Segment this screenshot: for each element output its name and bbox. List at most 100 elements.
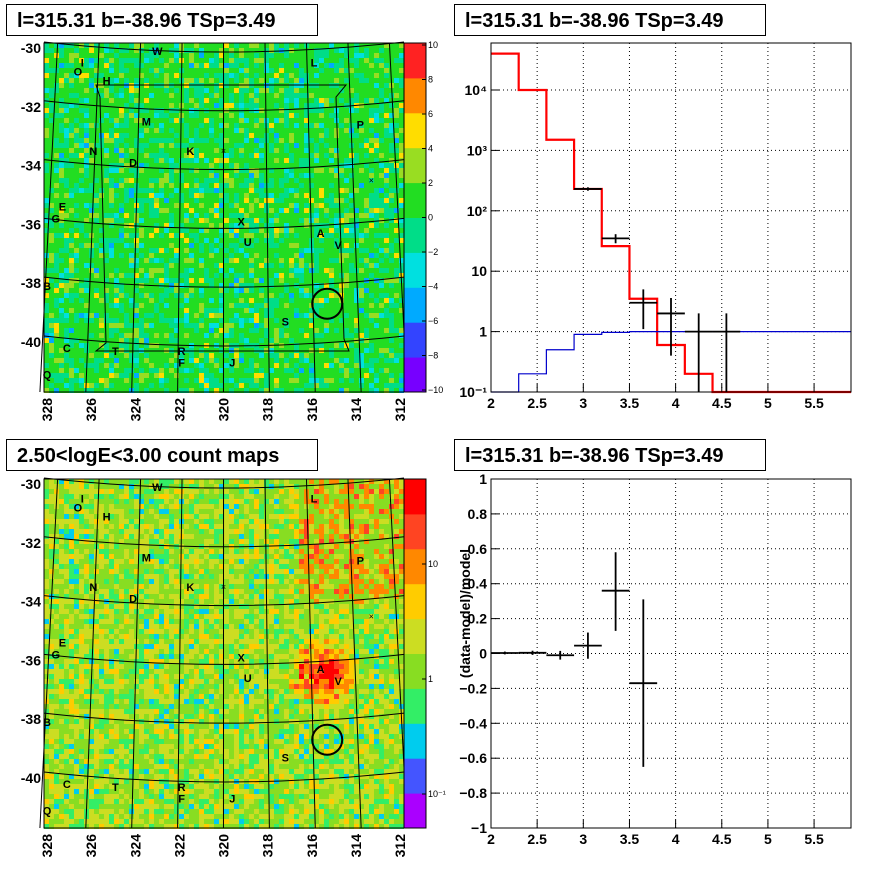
map1-panel: × × W IO H L M P K N D EG XU AV B S C T RF J Q 10 8 6 4 2 0 −2 −4 −6 −… bbox=[21, 40, 444, 421]
y-tick-label: 10 bbox=[471, 263, 487, 279]
map2-cross-marker: × bbox=[369, 611, 374, 621]
source-label: Q bbox=[43, 805, 52, 817]
y-tick-label: -34 bbox=[21, 158, 41, 174]
map2-panel: × × W IO H L M P K N D EG XU AV B S C T RF J Q 10 1 10⁻¹ -30 -32 -… bbox=[21, 476, 446, 857]
y-tick-label: −0.4 bbox=[459, 715, 487, 731]
x-tick-label: 324 bbox=[127, 834, 143, 858]
residual-point bbox=[574, 632, 602, 659]
source-label: S bbox=[282, 316, 289, 328]
source-label: J bbox=[229, 358, 235, 370]
source-label: M bbox=[142, 116, 151, 128]
data-point bbox=[684, 313, 713, 392]
residual-point bbox=[629, 599, 658, 767]
y-tick-label: −0.6 bbox=[459, 750, 487, 766]
source-label: R bbox=[178, 346, 186, 358]
map1-source-circle bbox=[311, 287, 344, 320]
source-label: E bbox=[59, 202, 66, 214]
colorbar-tick: 0 bbox=[428, 213, 433, 223]
source-label: V bbox=[335, 676, 343, 688]
colorbar-tick: −2 bbox=[428, 247, 438, 257]
source-label: U bbox=[244, 237, 252, 249]
y-tick-label: -36 bbox=[21, 652, 41, 668]
source-label: W bbox=[152, 46, 163, 58]
y-tick-label: -40 bbox=[21, 334, 41, 350]
data-point bbox=[657, 297, 685, 356]
x-tick-label: 3 bbox=[579, 395, 587, 411]
source-label: O bbox=[74, 67, 83, 79]
x-tick-label: 312 bbox=[392, 398, 408, 422]
source-label: E bbox=[59, 638, 66, 650]
y-tick-label: 10⁴ bbox=[465, 82, 488, 98]
colorbar-tick: −10 bbox=[428, 385, 443, 395]
source-label: H bbox=[103, 75, 111, 87]
y-tick-label: -36 bbox=[21, 216, 41, 232]
x-tick-label: 318 bbox=[260, 834, 276, 858]
source-label: S bbox=[282, 752, 289, 764]
x-tick-label: 5 bbox=[764, 395, 772, 411]
map1-title: l=315.31 b=-38.96 TSp=3.49 bbox=[6, 4, 318, 36]
x-tick-label: 5.5 bbox=[804, 831, 824, 847]
source-label: I bbox=[81, 494, 84, 506]
y-tick-label: 1 bbox=[479, 471, 487, 487]
colorbar-tick: 10 bbox=[428, 559, 438, 569]
x-tick-label: 2.5 bbox=[527, 395, 547, 411]
x-tick-label: 3.5 bbox=[620, 395, 640, 411]
colorbar-tick: −6 bbox=[428, 316, 438, 326]
data-point bbox=[574, 187, 602, 191]
residual-point bbox=[546, 650, 575, 660]
y-tick-label: 1 bbox=[479, 324, 487, 340]
source-label: M bbox=[142, 552, 151, 564]
spectrum-panel: 2 2.5 3 3.5 4 4.5 5 5.5 10⁻¹ 1 10 10² 10³ 10⁴ bbox=[459, 42, 852, 411]
source-label: P bbox=[357, 555, 364, 567]
x-tick-label: 326 bbox=[83, 398, 99, 422]
y-tick-label: 10² bbox=[467, 203, 488, 219]
y-tick-label: 10⁻¹ bbox=[459, 384, 487, 400]
source-label: B bbox=[43, 717, 51, 729]
source-label: A bbox=[317, 664, 325, 676]
x-tick-label: 318 bbox=[260, 398, 276, 422]
map2-title: 2.50<logE<3.00 count maps bbox=[6, 439, 318, 471]
source-label: O bbox=[74, 503, 83, 515]
source-label: H bbox=[103, 511, 111, 523]
map2-colorbar: 10 1 10⁻¹ bbox=[403, 478, 446, 829]
source-label: G bbox=[52, 650, 61, 662]
y-tick-label: -38 bbox=[21, 711, 41, 727]
x-tick-label: 316 bbox=[304, 834, 320, 858]
roi-outline bbox=[94, 84, 350, 352]
y-tick-label: -40 bbox=[21, 770, 41, 786]
y-tick-label: −1 bbox=[471, 820, 487, 836]
colorbar-tick: 2 bbox=[428, 178, 433, 188]
y-tick-label: -32 bbox=[21, 99, 41, 115]
x-tick-label: 312 bbox=[392, 834, 408, 858]
source-label: N bbox=[89, 146, 97, 158]
source-label: A bbox=[317, 228, 325, 240]
source-label: X bbox=[237, 652, 245, 664]
source-label: N bbox=[89, 582, 97, 594]
spectrum-title: l=315.31 b=-38.96 TSp=3.49 bbox=[454, 4, 766, 36]
map1-cross-marker: × bbox=[221, 146, 226, 156]
colorbar-tick: 10⁻¹ bbox=[428, 789, 446, 799]
y-tick-label: 10³ bbox=[467, 142, 488, 158]
source-label: F bbox=[178, 794, 185, 806]
x-tick-label: 314 bbox=[348, 834, 364, 858]
map1-colorbar: 10 8 6 4 2 0 −2 −4 −6 −8 −10 bbox=[403, 40, 443, 395]
source-label: D bbox=[129, 158, 137, 170]
x-tick-label: 3 bbox=[579, 831, 587, 847]
source-label: T bbox=[112, 346, 119, 358]
map2-pixels bbox=[44, 479, 404, 829]
residual-point bbox=[601, 552, 630, 631]
x-tick-label: 320 bbox=[216, 834, 232, 858]
source-label: C bbox=[63, 779, 71, 791]
x-tick-label: 2 bbox=[487, 395, 495, 411]
y-tick-label: 0.2 bbox=[468, 611, 488, 627]
data-point bbox=[629, 289, 658, 330]
colorbar-tick: 10 bbox=[428, 40, 438, 50]
x-tick-label: 324 bbox=[127, 398, 143, 422]
y-tick-label: 0 bbox=[479, 646, 487, 662]
map2-graticule bbox=[39, 477, 408, 829]
y-tick-label: -32 bbox=[21, 535, 41, 551]
x-tick-label: 4.5 bbox=[712, 831, 732, 847]
x-tick-label: 5 bbox=[764, 831, 772, 847]
map2-cross-marker: × bbox=[221, 582, 226, 592]
source-label: V bbox=[335, 240, 343, 252]
